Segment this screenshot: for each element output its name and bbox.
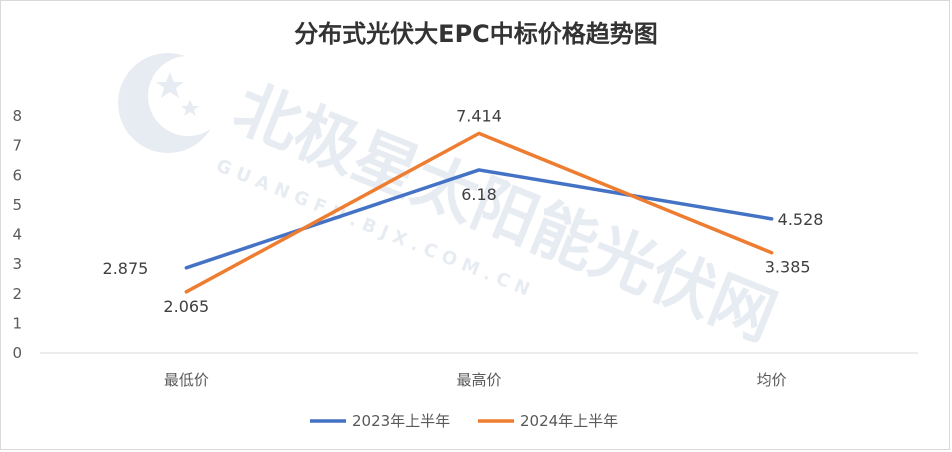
y-tick-label: 5 — [12, 196, 22, 214]
series-line-2 — [184, 131, 774, 294]
y-tick-label: 6 — [12, 166, 22, 184]
data-label: 2.065 — [163, 297, 209, 316]
data-label: 6.18 — [461, 185, 497, 204]
north-star-logo-icon — [118, 53, 228, 153]
legend-label: 2024年上半年 — [520, 412, 618, 430]
y-tick-label: 0 — [12, 344, 22, 362]
data-label: 7.414 — [456, 106, 502, 125]
chart-title: 分布式光伏大EPC中标价格趋势图 — [294, 20, 658, 48]
data-label: 2.875 — [103, 259, 149, 278]
y-tick-label: 4 — [12, 226, 22, 244]
data-labels: 2.875 6.18 4.528 2.065 7.414 3.385 — [103, 106, 824, 315]
watermark-text: 北极星太阳能光伏网 — [224, 71, 786, 355]
y-tick-label: 3 — [12, 255, 22, 273]
y-tick-label: 2 — [12, 285, 22, 303]
y-axis-ticks: 0 1 2 3 4 5 6 7 8 — [12, 107, 22, 362]
series-layer — [184, 131, 774, 294]
legend-label: 2023年上半年 — [352, 412, 450, 430]
x-category-label: 最低价 — [164, 371, 209, 389]
x-axis-categories: 最低价 最高价 均价 — [164, 371, 787, 389]
data-label: 4.528 — [778, 210, 824, 229]
y-tick-label: 1 — [12, 314, 22, 332]
data-label: 3.385 — [765, 258, 811, 277]
x-category-label: 均价 — [757, 371, 787, 389]
series-line-1 — [184, 168, 774, 270]
y-tick-label: 7 — [12, 137, 22, 155]
legend: 2023年上半年 2024年上半年 — [310, 412, 618, 430]
x-category-label: 最高价 — [456, 371, 501, 389]
y-tick-label: 8 — [12, 107, 22, 125]
